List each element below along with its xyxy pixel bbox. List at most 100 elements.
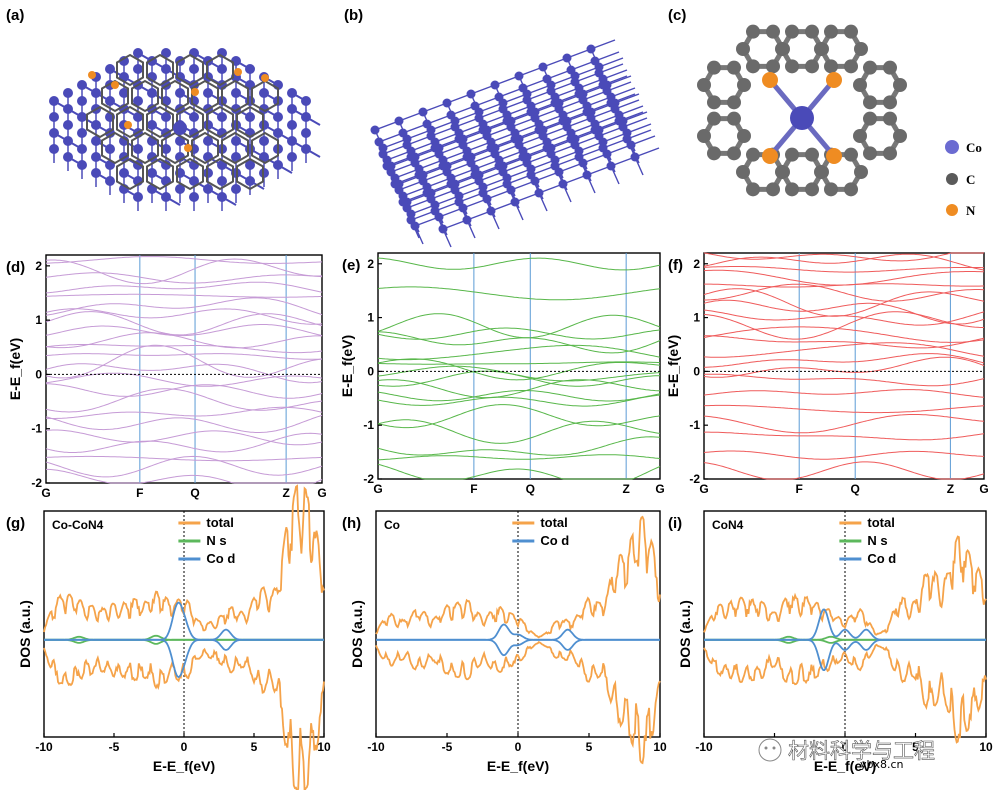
plot-frame <box>377 252 661 480</box>
co-atom <box>470 101 480 111</box>
plot-frame <box>45 254 323 484</box>
co-atom <box>566 65 576 75</box>
c-atom <box>863 95 877 110</box>
y-tick-label: 1 <box>693 311 700 325</box>
co-atom <box>91 152 101 162</box>
co-atom <box>490 80 500 90</box>
band-line <box>45 388 323 413</box>
co-atom <box>287 152 297 162</box>
legend-label: total <box>867 515 894 530</box>
dos-curve-total <box>375 641 661 765</box>
c-atom <box>785 182 799 197</box>
co-atom <box>63 120 73 130</box>
band-line <box>45 297 323 316</box>
graphene-ring <box>206 105 234 139</box>
co-atom <box>105 176 115 186</box>
band-line <box>704 283 985 302</box>
x-tick-label: -5 <box>109 740 120 754</box>
co-atom <box>498 104 508 114</box>
y-tick-label: -2 <box>31 476 42 490</box>
band-line <box>703 404 985 414</box>
co-atom <box>133 96 143 106</box>
panel-label-a: (a) <box>6 7 24 24</box>
y-tick-label: -1 <box>363 418 374 432</box>
co-atom <box>570 77 580 87</box>
n-atom <box>826 148 842 164</box>
n-atom <box>184 144 192 152</box>
c-atom <box>707 60 721 75</box>
co-atom <box>189 192 199 202</box>
c-atom <box>854 42 868 56</box>
x-tick-label: 0 <box>515 740 522 754</box>
co-atom <box>486 206 496 216</box>
x-tick-label: 0 <box>181 740 188 754</box>
co-atom <box>422 119 432 129</box>
co-atom <box>566 134 576 144</box>
n-atom <box>191 88 199 96</box>
graphene-ring <box>176 53 204 87</box>
compound-tag: Co <box>384 518 400 532</box>
co-atom <box>406 215 416 225</box>
kpoint-label: F <box>796 482 803 496</box>
band-line <box>377 370 661 387</box>
co-atom <box>91 168 101 178</box>
co-atom <box>438 161 448 171</box>
watermark: 材料科学与工程 ybx8.cn <box>758 738 935 771</box>
co-atom <box>217 192 227 202</box>
c-atom <box>727 111 741 126</box>
co-atom <box>203 136 213 146</box>
compound-tag: Co-CoN4 <box>52 518 104 532</box>
band-line <box>45 324 323 337</box>
co-atom <box>259 88 269 98</box>
graphene-ring <box>206 157 234 191</box>
co-atom <box>590 56 600 66</box>
co-atom <box>606 98 616 108</box>
n-atom <box>88 71 96 79</box>
dos-curve-co-d <box>704 638 986 671</box>
co-atom <box>558 179 568 189</box>
co-atom <box>502 116 512 126</box>
co-atom <box>446 110 456 120</box>
plot-frame <box>703 252 985 480</box>
co-atom <box>77 144 87 154</box>
panel-label-h: (h) <box>342 515 361 532</box>
co-atom <box>534 188 544 198</box>
co-atom <box>91 120 101 130</box>
x-tick-label: -10 <box>695 740 713 754</box>
co-atom <box>394 116 404 126</box>
graphene-ring <box>161 79 189 113</box>
co-atom <box>550 161 560 171</box>
co-atom <box>217 176 227 186</box>
co-atom <box>77 80 87 90</box>
co-atom <box>518 83 528 93</box>
co-atom <box>77 96 87 106</box>
co-atom <box>301 112 311 122</box>
n-atom <box>111 81 119 89</box>
co-atom <box>382 161 392 171</box>
co-atom <box>105 144 115 154</box>
co-atom <box>119 168 129 178</box>
graphene-ring <box>176 105 204 139</box>
c-atom <box>805 24 819 39</box>
band-line <box>45 332 323 349</box>
graphene-ring <box>251 79 279 113</box>
co-atom <box>546 86 556 96</box>
c-atom <box>824 182 838 197</box>
dos-curve-co-d <box>376 638 660 657</box>
y-tick-label: -1 <box>689 418 700 432</box>
band-line <box>703 253 985 271</box>
legend-label: Co d <box>206 551 235 566</box>
co-atom <box>370 125 380 135</box>
co-atom <box>301 128 311 138</box>
co-atom <box>442 98 452 108</box>
co-atom <box>161 160 171 170</box>
legend-label: total <box>540 515 567 530</box>
co-atom <box>189 64 199 74</box>
y-axis-label: DOS (a.u.) <box>17 600 33 668</box>
co-atom <box>582 170 592 180</box>
y-tick-label: -2 <box>363 472 374 486</box>
co-atom <box>245 176 255 186</box>
band-line <box>703 311 984 340</box>
